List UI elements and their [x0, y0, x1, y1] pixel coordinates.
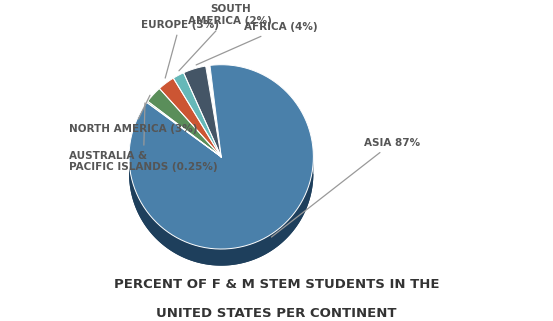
Text: AUSTRALIA &
PACIFIC ISLANDS (0.25%): AUSTRALIA & PACIFIC ISLANDS (0.25%)	[69, 103, 218, 172]
Polygon shape	[147, 101, 221, 157]
Polygon shape	[129, 157, 314, 266]
Polygon shape	[173, 73, 221, 157]
Text: AFRICA (4%): AFRICA (4%)	[196, 22, 318, 65]
Text: SOUTH
AMERICA (2%): SOUTH AMERICA (2%)	[179, 4, 273, 71]
Polygon shape	[184, 66, 221, 157]
Polygon shape	[148, 89, 221, 157]
Polygon shape	[159, 78, 221, 157]
Text: ASIA 87%: ASIA 87%	[272, 138, 420, 237]
Polygon shape	[129, 65, 314, 249]
Text: UNITED STATES PER CONTINENT: UNITED STATES PER CONTINENT	[156, 307, 397, 320]
Text: EUROPE (3%): EUROPE (3%)	[140, 20, 219, 78]
Polygon shape	[129, 173, 314, 266]
Text: PERCENT OF F & M STEM STUDENTS IN THE: PERCENT OF F & M STEM STUDENTS IN THE	[114, 278, 439, 291]
Text: NORTH AMERICA (3%): NORTH AMERICA (3%)	[69, 95, 197, 134]
